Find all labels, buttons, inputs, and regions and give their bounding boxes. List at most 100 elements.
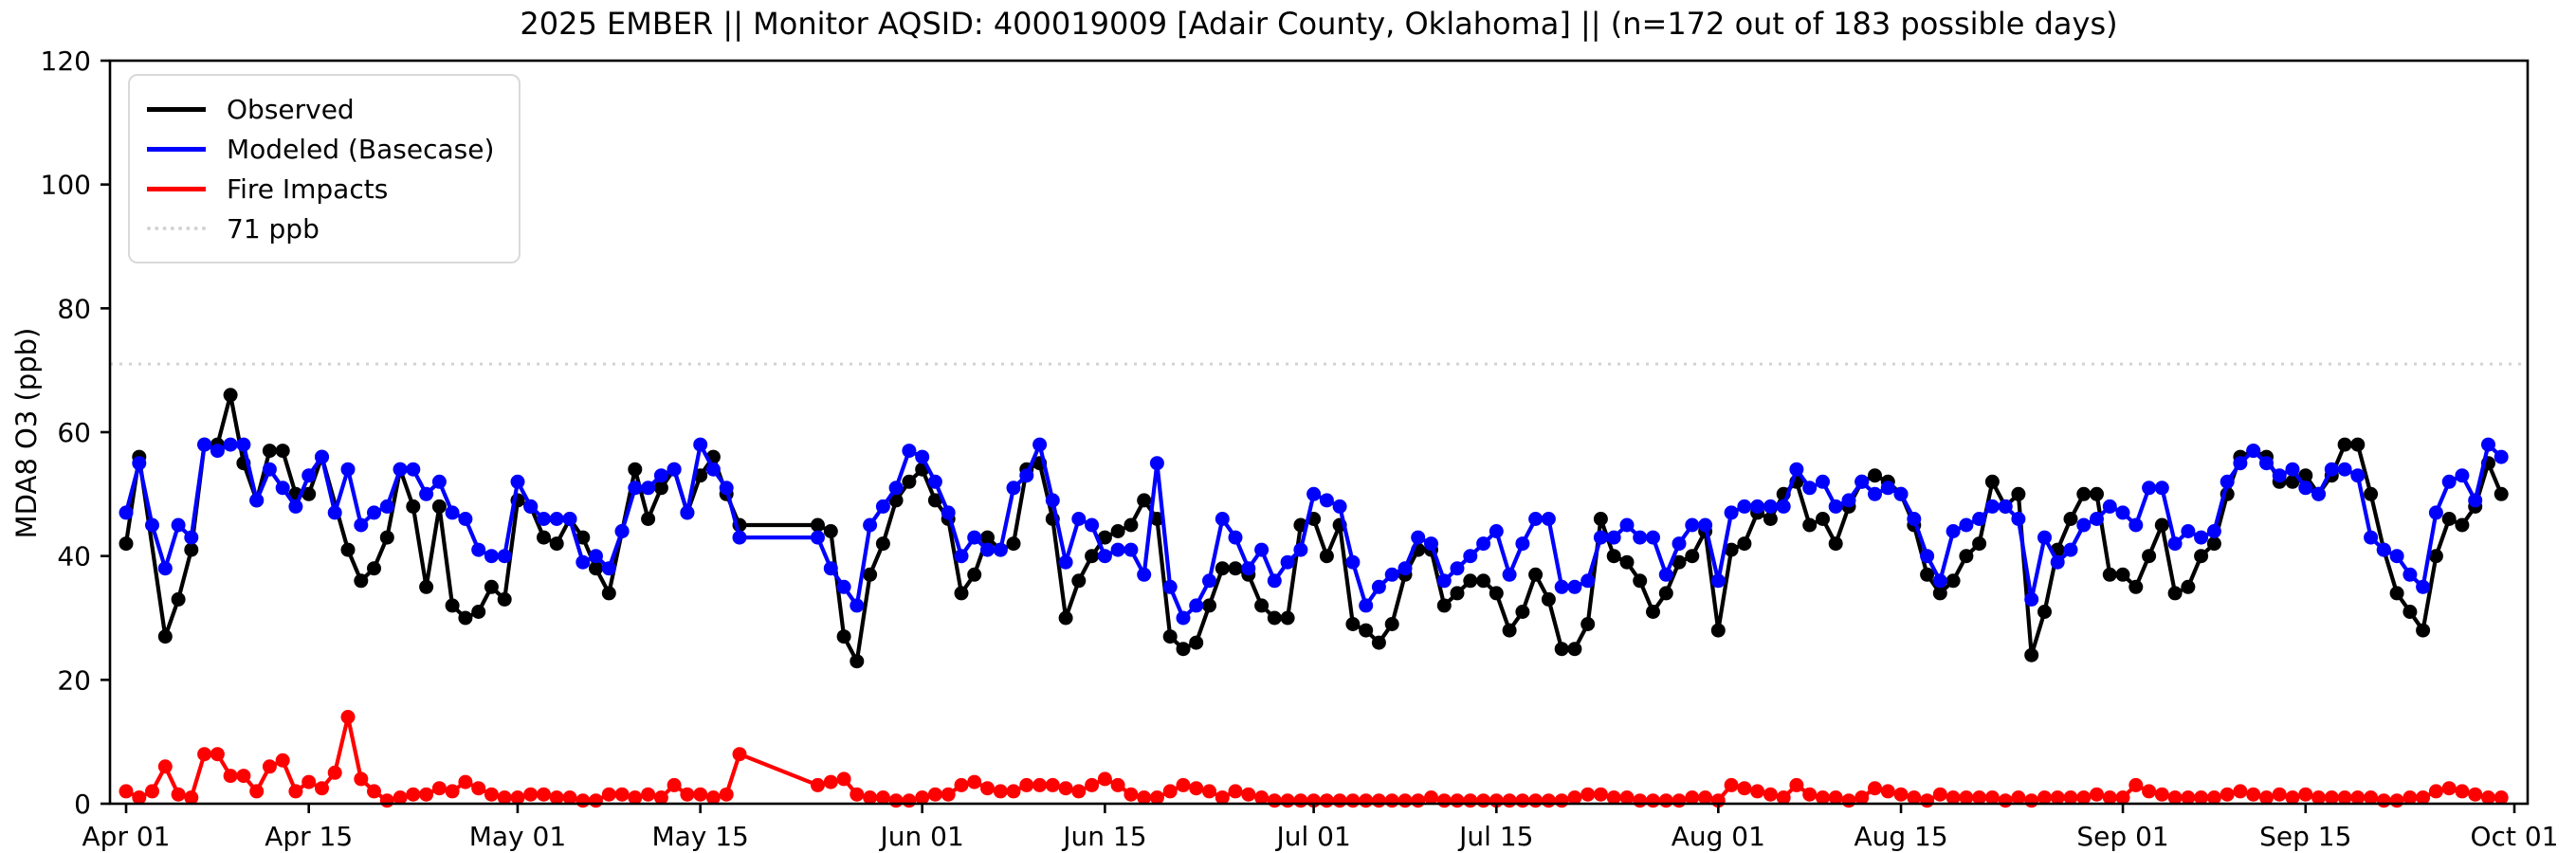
- fire-impacts-series-marker: [2468, 787, 2483, 802]
- modeled-series-marker: [954, 549, 969, 564]
- fire-impacts-series-marker: [1424, 790, 1438, 805]
- fire-impacts-series-marker: [1658, 793, 1673, 808]
- fire-impacts-series-marker: [1097, 771, 1112, 787]
- modeled-series-marker: [132, 456, 147, 471]
- fire-impacts-series-marker: [1110, 777, 1125, 792]
- fire-impacts-series-marker: [431, 781, 447, 796]
- observed-series-marker: [2102, 567, 2117, 582]
- fire-impacts-series-marker: [497, 790, 512, 805]
- modeled-series-marker: [1541, 512, 1556, 526]
- fire-impacts-series-marker: [850, 787, 865, 802]
- fire-impacts-series-marker: [1085, 777, 1100, 792]
- modeled-series-marker: [1893, 486, 1909, 501]
- x-tick-label: Apr 01: [82, 821, 171, 852]
- modeled-series-marker: [1528, 512, 1544, 526]
- fire-impacts-series-marker: [1502, 793, 1517, 808]
- fire-impacts-series-marker: [236, 769, 251, 784]
- modeled-series-marker: [406, 462, 421, 477]
- modeled-series-marker: [667, 462, 682, 477]
- modeled-series-marker: [1619, 517, 1635, 533]
- fire-impacts-series-marker: [2063, 790, 2078, 805]
- fire-impacts-series-marker: [2115, 790, 2130, 805]
- modeled-series-marker: [1672, 536, 1687, 552]
- fire-impacts-series-marker: [249, 784, 265, 799]
- modeled-line-swatch: [147, 146, 206, 152]
- modeled-series-marker: [1006, 481, 1021, 496]
- modeled-series-marker: [1828, 499, 1843, 514]
- modeled-series-marker: [980, 542, 995, 557]
- fire-impacts-series-marker: [1907, 790, 1922, 805]
- fire-impacts-series-marker: [145, 784, 159, 799]
- fire-impacts-series-marker: [1398, 793, 1413, 808]
- modeled-series-marker: [1137, 567, 1152, 582]
- legend-item-modeled: Modeled (Basecase): [147, 129, 494, 169]
- observed-series-marker: [301, 486, 317, 501]
- observed-series-marker: [980, 530, 995, 545]
- fire-impacts-series-marker: [406, 787, 421, 802]
- modeled-series-marker: [2128, 517, 2144, 533]
- modeled-series-marker: [484, 549, 499, 564]
- modeled-series-marker: [1984, 499, 2000, 514]
- modeled-series-marker: [1162, 579, 1178, 594]
- observed-series-marker: [2494, 486, 2509, 501]
- fire-impacts-series-marker: [393, 790, 408, 805]
- modeled-series-marker: [262, 462, 277, 477]
- observed-series-marker: [1489, 586, 1504, 601]
- observed-series-marker: [262, 444, 277, 459]
- fire-impacts-series-marker: [719, 787, 734, 802]
- modeled-series-marker: [1789, 462, 1804, 477]
- modeled-series-marker: [2142, 481, 2157, 496]
- observed-series-marker: [2128, 579, 2144, 594]
- modeled-series-marker: [1750, 499, 1765, 514]
- x-tick-label: Jun 01: [879, 821, 964, 852]
- fire-impacts-series-marker: [1802, 787, 1818, 802]
- modeled-series-marker: [575, 554, 591, 570]
- fire-impacts-series-marker: [223, 769, 238, 784]
- observed-series-marker: [1137, 493, 1152, 508]
- modeled-series-marker: [2220, 474, 2235, 489]
- modeled-series-marker: [993, 542, 1008, 557]
- fire-impacts-series-marker: [954, 777, 969, 792]
- fire-impacts-series-marker: [419, 787, 434, 802]
- fire-impacts-series-marker: [1946, 790, 1961, 805]
- observed-series-marker: [1202, 598, 1216, 613]
- fire-impacts-series-marker: [2298, 787, 2313, 802]
- modeled-series-marker: [549, 512, 564, 526]
- fire-impacts-series-marker: [614, 787, 630, 802]
- fire-impacts-series-marker: [2350, 790, 2366, 805]
- fire-impacts-series-marker: [1932, 787, 1947, 802]
- observed-series-marker: [1254, 598, 1270, 613]
- fire-impacts-series-marker: [2220, 787, 2235, 802]
- fire-impacts-series-marker: [1319, 793, 1334, 808]
- fire-impacts-series-marker: [1828, 790, 1843, 805]
- modeled-series-marker: [2233, 456, 2248, 471]
- modeled-series-marker: [431, 474, 447, 489]
- legend-item-observed: Observed: [147, 89, 494, 129]
- modeled-series-marker: [1058, 554, 1073, 570]
- fire-impacts-series-marker: [1528, 793, 1544, 808]
- observed-series-marker: [1619, 554, 1635, 570]
- fire-impacts-series-marker: [1045, 777, 1060, 792]
- modeled-series-marker: [915, 449, 930, 464]
- observed-series-marker: [1920, 567, 1935, 582]
- modeled-series-marker: [1972, 512, 1987, 526]
- observed-series-marker: [811, 517, 825, 533]
- fire-impacts-series-marker: [458, 774, 473, 789]
- modeled-series-marker: [2102, 499, 2117, 514]
- fire-impacts-series-marker: [119, 784, 134, 799]
- fire-impacts-series-marker: [184, 790, 199, 805]
- fire-impacts-series-marker: [2011, 790, 2026, 805]
- modeled-series-marker: [1593, 530, 1608, 545]
- observed-series-marker: [445, 598, 460, 613]
- observed-series-marker: [419, 579, 434, 594]
- observed-series-marker: [601, 586, 616, 601]
- fire-impacts-series-marker: [641, 787, 656, 802]
- modeled-series-marker: [1816, 474, 1830, 489]
- observed-series-marker: [1436, 598, 1452, 613]
- x-tick-label: Apr 15: [265, 821, 353, 852]
- observed-series-marker: [354, 573, 369, 589]
- fire-impacts-series-marker: [2233, 784, 2248, 799]
- modeled-series-marker: [340, 462, 356, 477]
- fire-impacts-series-marker: [484, 787, 499, 802]
- observed-series-marker: [823, 524, 838, 538]
